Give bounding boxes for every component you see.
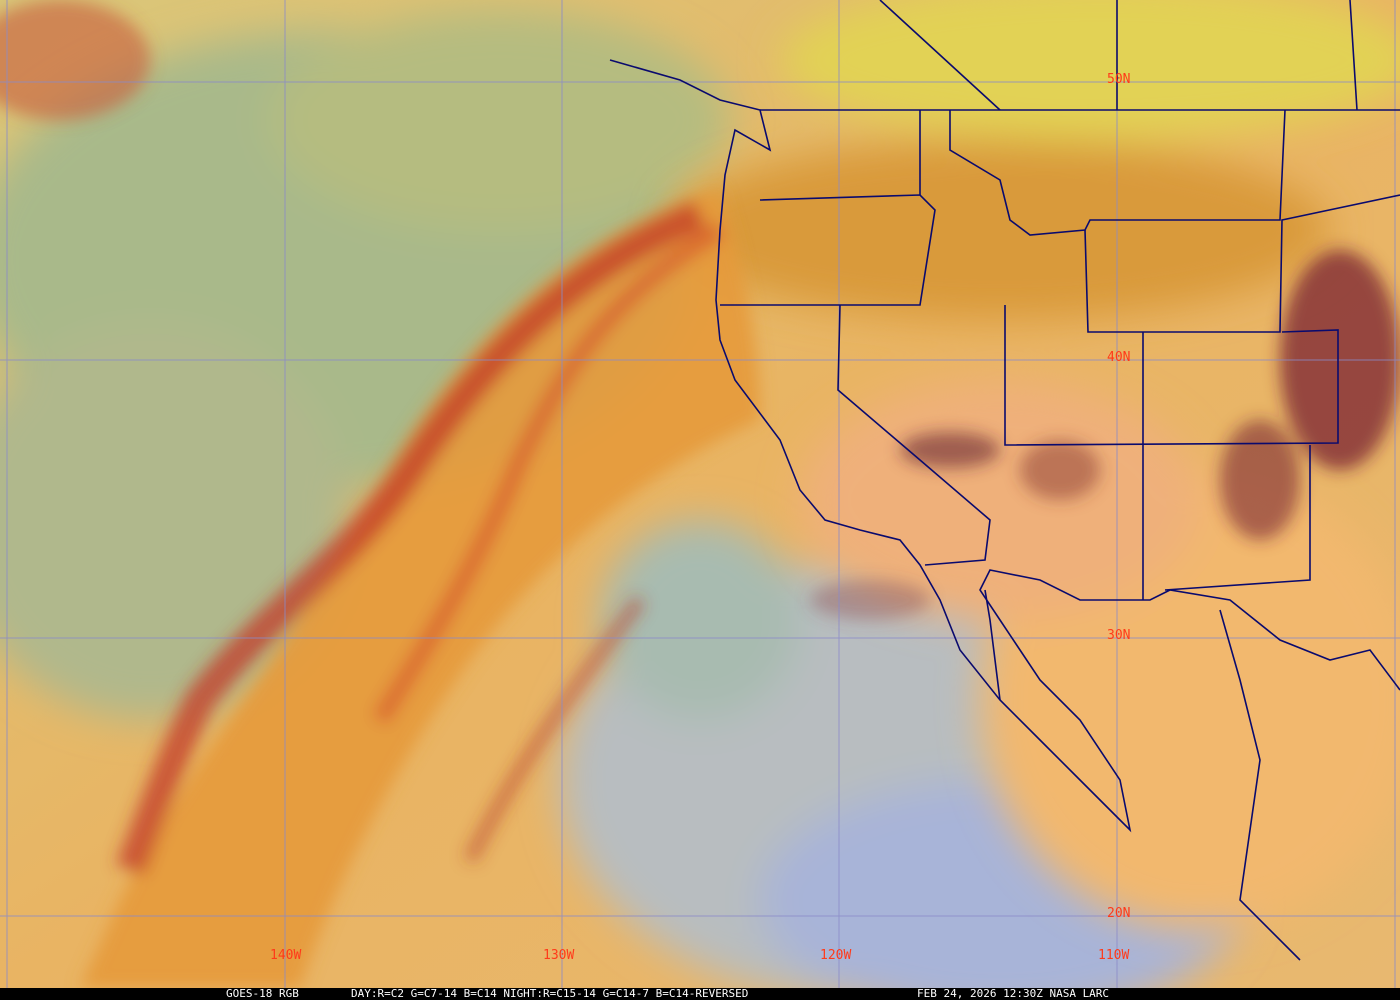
political-borders: [609, 0, 1400, 961]
satellite-name: GOES-18 RGB: [226, 987, 299, 1000]
lat-label-20n: 20N: [1107, 906, 1131, 921]
lat-label-50n: 50N: [1107, 72, 1131, 87]
lat-label-30n: 30N: [1107, 628, 1131, 643]
lon-label-110w: 110W: [1098, 948, 1130, 963]
lon-label-130w: 130W: [543, 948, 575, 963]
caption-bar: GOES-18 RGB DAY:R=C2 G=C7-14 B=C14 NIGHT…: [0, 988, 1400, 1000]
timestamp: FEB 24, 2026 12:30Z NASA LARC: [917, 987, 1110, 1000]
lat-label-40n: 40N: [1107, 350, 1131, 365]
lon-label-120w: 120W: [820, 948, 852, 963]
lon-label-140w: 140W: [270, 948, 302, 963]
rgb-recipe: DAY:R=C2 G=C7-14 B=C14 NIGHT:R=C15-14 G=…: [351, 987, 749, 1000]
land-clouds: [670, 0, 1400, 930]
